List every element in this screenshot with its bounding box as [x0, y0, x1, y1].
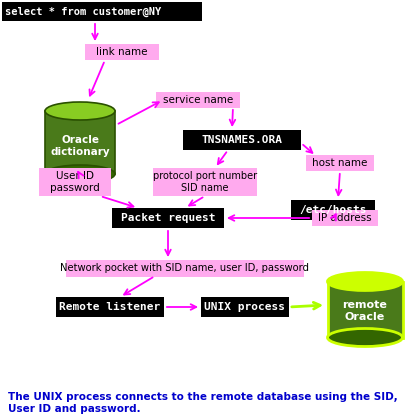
Text: remote
Oracle: remote Oracle: [343, 300, 387, 322]
Text: Packet request: Packet request: [121, 213, 215, 223]
Text: Oracle
dictionary: Oracle dictionary: [50, 135, 110, 157]
Ellipse shape: [328, 328, 402, 346]
FancyBboxPatch shape: [153, 168, 257, 196]
Text: IP address: IP address: [318, 213, 372, 223]
FancyBboxPatch shape: [291, 200, 375, 220]
Text: User ID
password: User ID password: [50, 171, 100, 193]
Text: /etc/hosts: /etc/hosts: [299, 205, 367, 215]
FancyBboxPatch shape: [156, 92, 240, 108]
Text: TNSNAMES.ORA: TNSNAMES.ORA: [202, 135, 283, 145]
Text: The UNIX process connects to the remote database using the SID,
User ID and pass: The UNIX process connects to the remote …: [8, 392, 398, 414]
FancyBboxPatch shape: [312, 210, 378, 226]
FancyBboxPatch shape: [85, 44, 159, 60]
FancyBboxPatch shape: [39, 168, 111, 196]
FancyBboxPatch shape: [306, 155, 374, 171]
FancyBboxPatch shape: [112, 208, 224, 228]
Text: Network pocket with SID name, user ID, password: Network pocket with SID name, user ID, p…: [60, 263, 310, 273]
FancyBboxPatch shape: [328, 281, 402, 338]
Ellipse shape: [45, 102, 115, 120]
Text: Remote listener: Remote listener: [59, 302, 160, 312]
Text: select * from customer@NY: select * from customer@NY: [5, 6, 161, 17]
FancyBboxPatch shape: [183, 130, 301, 150]
Text: host name: host name: [312, 158, 368, 168]
Ellipse shape: [45, 165, 115, 183]
FancyBboxPatch shape: [2, 2, 202, 21]
FancyBboxPatch shape: [201, 297, 289, 317]
Text: protocol port number
SID name: protocol port number SID name: [153, 171, 257, 193]
Ellipse shape: [328, 273, 402, 291]
Text: service name: service name: [163, 95, 233, 105]
Text: UNIX process: UNIX process: [205, 302, 286, 312]
Text: link name: link name: [96, 47, 148, 57]
FancyBboxPatch shape: [56, 297, 164, 317]
FancyBboxPatch shape: [66, 260, 304, 276]
FancyBboxPatch shape: [45, 111, 115, 174]
